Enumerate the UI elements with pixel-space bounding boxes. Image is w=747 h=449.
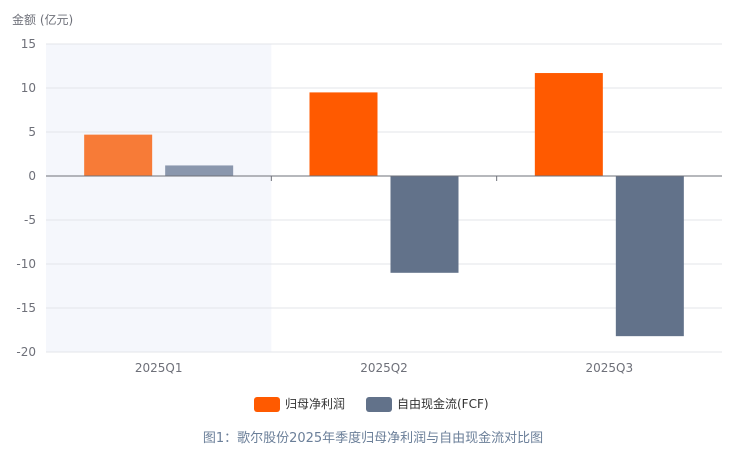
highlight-band <box>46 44 272 352</box>
legend-label-net-profit[interactable]: 归母净利润 <box>285 397 345 411</box>
legend-swatch-net-profit[interactable] <box>254 397 280 412</box>
y-tick-label: -15 <box>16 301 36 315</box>
bar-fcf-2025Q3[interactable] <box>615 176 684 337</box>
y-tick-label: 0 <box>28 169 36 183</box>
bar-net-profit-2025Q3[interactable] <box>534 73 603 176</box>
y-axis-title: 金额 (亿元) <box>12 12 73 27</box>
legend-swatch-fcf[interactable] <box>366 397 392 412</box>
x-tick-label: 2025Q2 <box>360 361 408 375</box>
bar-fcf-2025Q1[interactable] <box>165 165 234 176</box>
x-tick-label: 2025Q1 <box>135 361 183 375</box>
y-tick-label: 10 <box>21 81 36 95</box>
y-tick-label: 5 <box>28 125 36 139</box>
y-tick-label: -5 <box>24 213 36 227</box>
bar-net-profit-2025Q2[interactable] <box>309 92 378 176</box>
y-tick-label: -10 <box>16 257 36 271</box>
y-tick-label: 15 <box>21 37 36 51</box>
legend-label-fcf[interactable]: 自由现金流(FCF) <box>397 396 489 411</box>
bar-net-profit-2025Q1[interactable] <box>84 134 153 176</box>
figure-caption: 图1：歌尔股份2025年季度归母净利润与自由现金流对比图 <box>203 430 543 446</box>
x-tick-label: 2025Q3 <box>586 361 634 375</box>
y-tick-label: -20 <box>16 345 36 359</box>
bar-fcf-2025Q2[interactable] <box>390 176 459 273</box>
